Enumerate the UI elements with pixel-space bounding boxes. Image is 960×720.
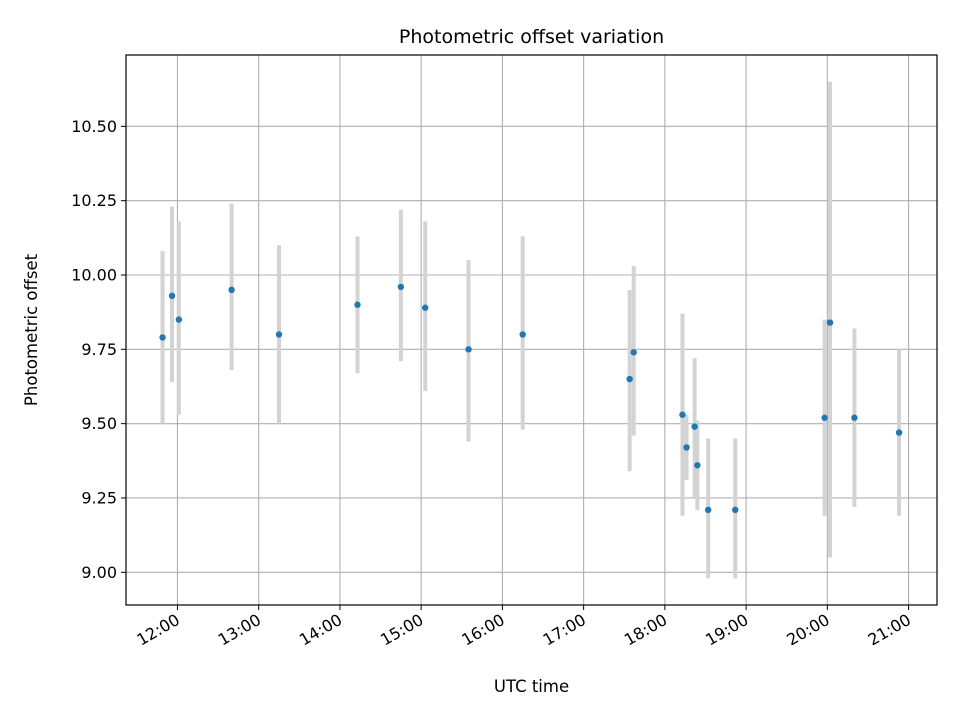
- grid: [126, 55, 937, 605]
- y-tick-label: 9.25: [81, 488, 117, 507]
- data-point: [679, 411, 686, 418]
- chart-title: Photometric offset variation: [399, 26, 664, 48]
- data-point: [683, 444, 690, 451]
- y-tick-label: 10.25: [71, 191, 117, 210]
- data-point: [826, 319, 834, 326]
- data-point: [168, 292, 176, 300]
- data-point: [228, 286, 235, 294]
- y-tick-label: 10.00: [71, 266, 117, 285]
- y-axis-ticks: 9.00 9.25 9.50 9.75 10.00 10.25 10.50: [71, 117, 126, 582]
- data-point: [354, 301, 361, 308]
- data-point: [519, 331, 526, 338]
- data-point: [422, 304, 429, 311]
- y-tick-label: 10.50: [71, 117, 117, 136]
- data-point: [626, 375, 633, 383]
- data-point: [275, 331, 283, 338]
- data-points: [159, 283, 903, 514]
- data-point: [175, 316, 183, 323]
- data-point: [397, 283, 405, 291]
- data-point: [895, 429, 903, 436]
- y-tick-label: 9.75: [81, 340, 117, 359]
- data-point: [691, 423, 698, 430]
- y-axis-label: Photometric offset: [22, 253, 41, 406]
- y-tick-label: 9.50: [81, 414, 117, 433]
- data-point: [630, 349, 637, 356]
- data-point: [732, 506, 739, 514]
- data-point: [704, 506, 712, 514]
- data-point: [694, 462, 701, 469]
- x-axis-label: UTC time: [494, 677, 569, 696]
- data-point: [821, 414, 828, 421]
- data-point: [851, 414, 858, 421]
- plot-frame: [125, 54, 938, 606]
- data-point: [159, 334, 166, 341]
- data-point: [465, 346, 472, 353]
- y-tick-label: 9.00: [81, 563, 117, 582]
